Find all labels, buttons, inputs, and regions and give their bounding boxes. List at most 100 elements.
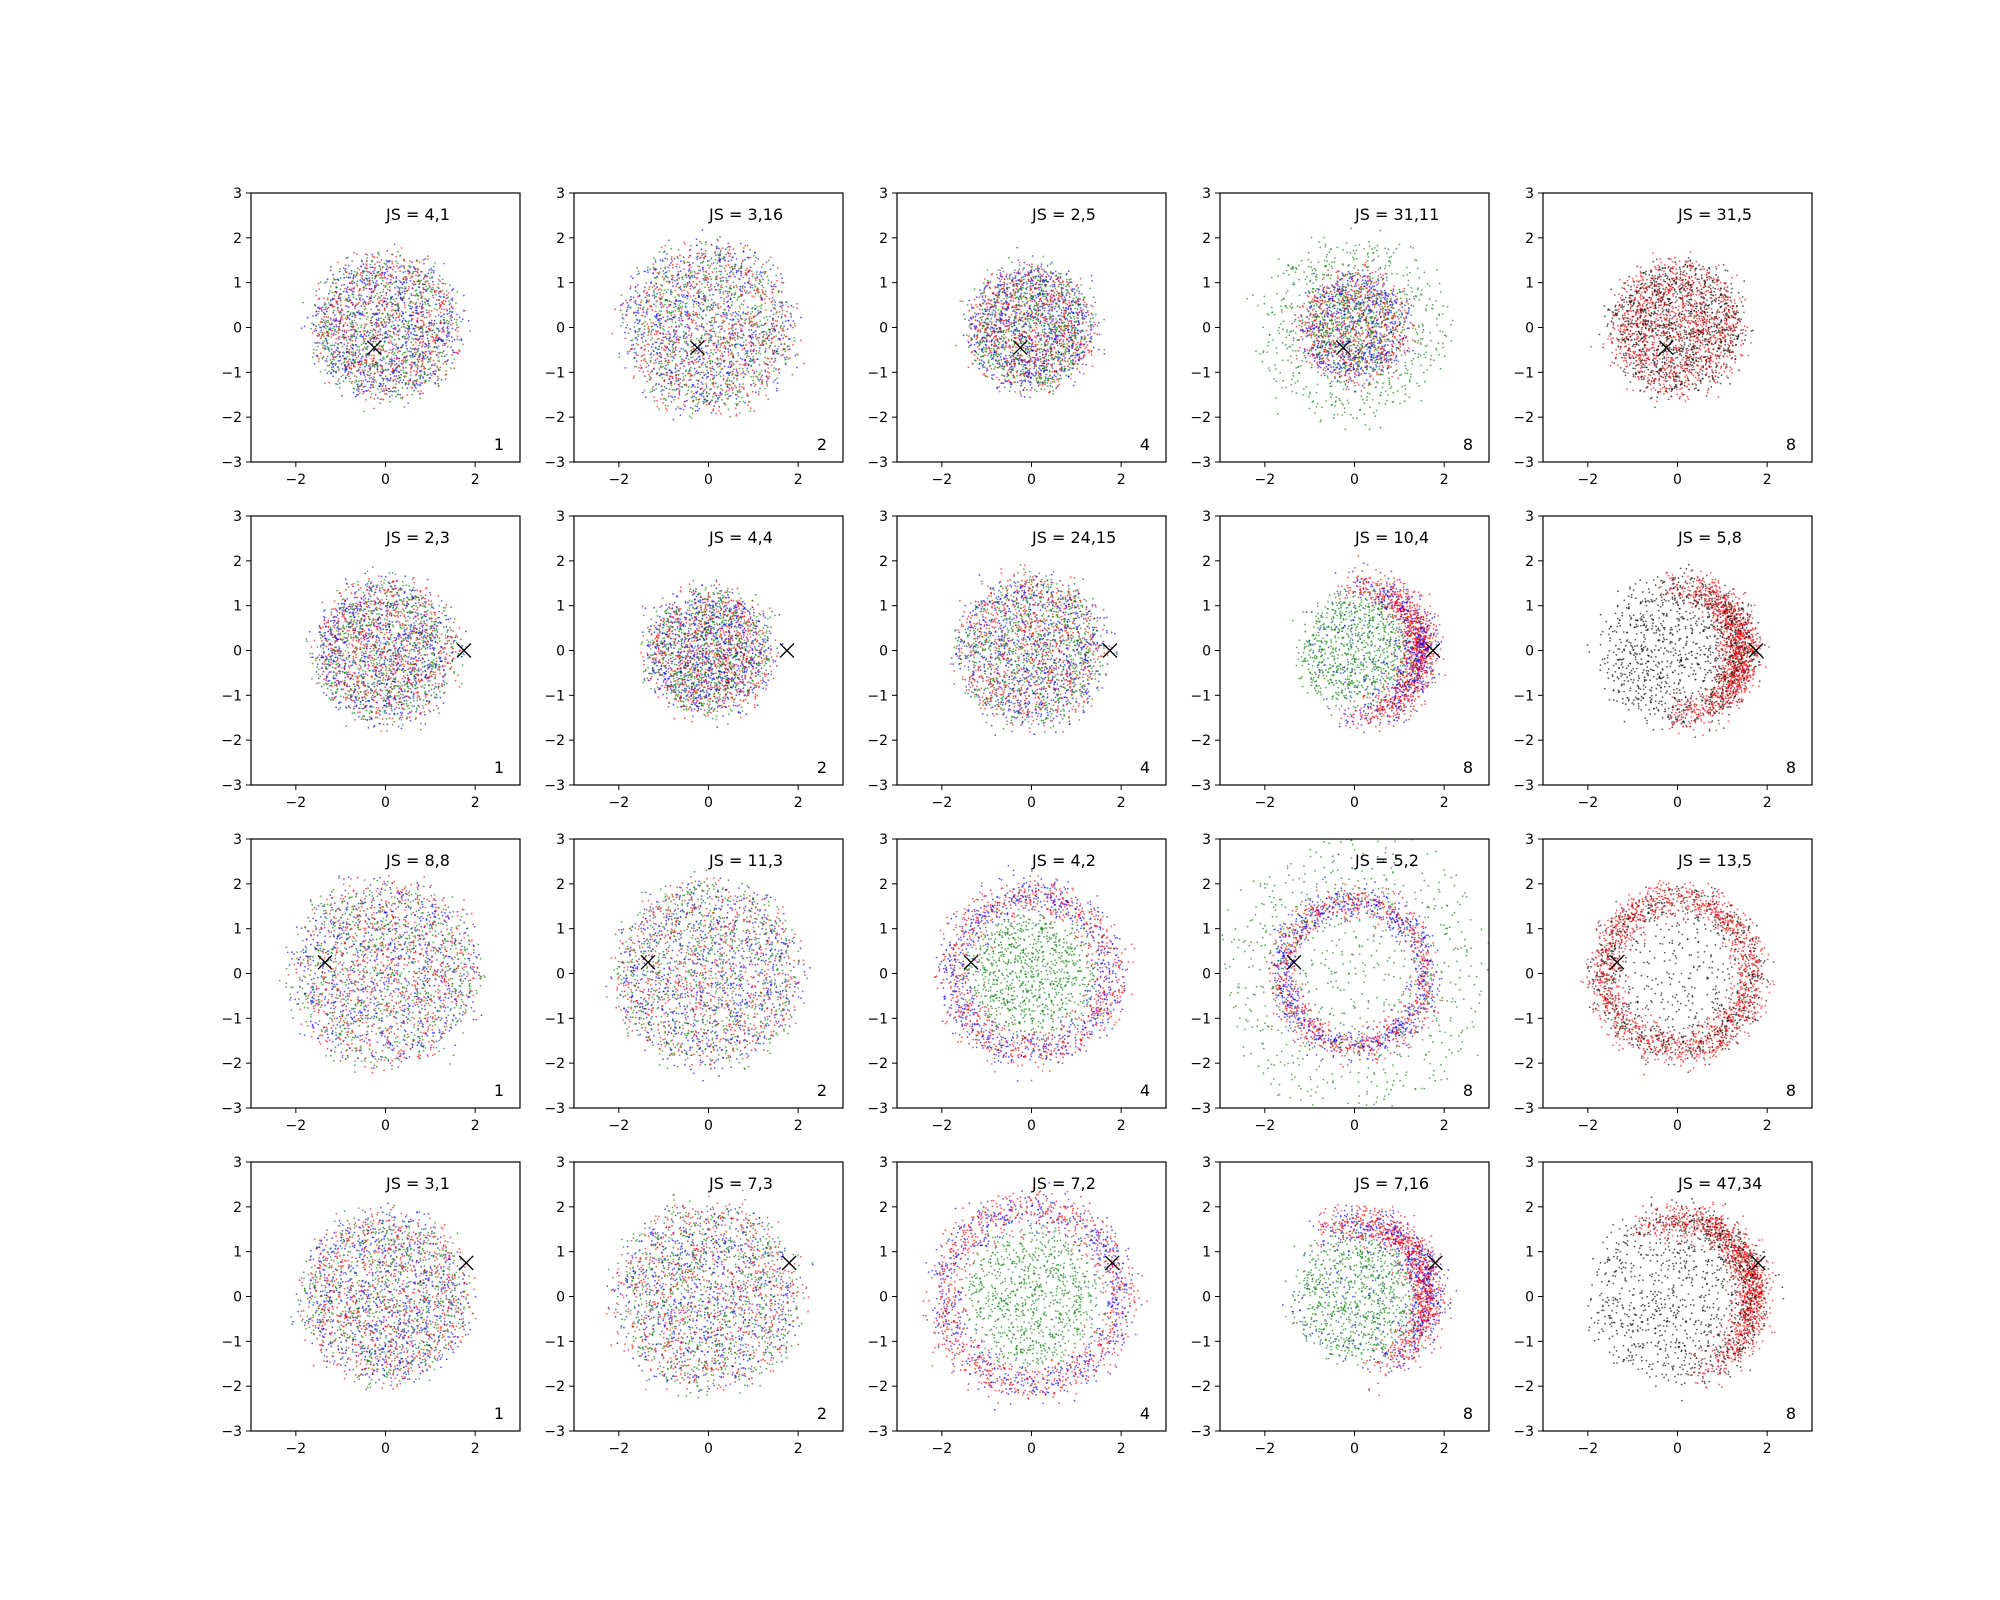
scatter-point — [752, 355, 754, 358]
scatter-point — [687, 256, 690, 259]
scatter-point — [754, 344, 757, 347]
scatter-point — [658, 314, 660, 317]
scatter-point — [727, 348, 729, 350]
scatter-point — [344, 287, 346, 290]
scatter-point — [734, 328, 737, 331]
scatter-point — [406, 289, 409, 292]
scatter-point — [425, 311, 428, 314]
scatter-point — [762, 291, 765, 293]
scatter-point — [391, 343, 394, 346]
scatter-point — [712, 344, 715, 347]
scatter-point — [748, 360, 751, 363]
scatter-point — [758, 380, 761, 382]
scatter-point — [775, 387, 778, 390]
scatter-point — [763, 298, 766, 300]
scatter-point — [369, 266, 372, 269]
scatter-point — [355, 376, 358, 378]
scatter-point — [390, 351, 393, 354]
scatter-point — [364, 323, 366, 326]
scatter-point — [350, 328, 352, 331]
scatter-point — [381, 279, 384, 282]
scatter-point — [741, 260, 744, 263]
scatter-point — [711, 360, 714, 363]
scatter-point — [663, 367, 666, 369]
scatter-point — [360, 362, 363, 364]
scatter-point — [435, 293, 437, 296]
scatter-point — [660, 310, 663, 312]
scatter-point — [611, 332, 614, 335]
scatter-point — [424, 343, 427, 345]
scatter-point — [443, 316, 445, 319]
scatter-point — [722, 293, 725, 295]
scatter-point — [698, 291, 701, 294]
scatter-point — [648, 285, 651, 288]
scatter-point — [660, 353, 662, 356]
scatter-point — [644, 339, 647, 342]
scatter-point — [736, 318, 739, 320]
scatter-point — [729, 306, 732, 309]
scatter-point — [354, 329, 357, 332]
scatter-point — [769, 361, 771, 363]
scatter-point — [426, 374, 428, 377]
scatter-point — [700, 262, 702, 264]
scatter-point — [394, 271, 397, 273]
scatter-point — [674, 366, 677, 368]
scatter-point — [757, 288, 759, 291]
scatter-point — [451, 297, 454, 299]
scatter-point — [431, 294, 434, 297]
scatter-point — [659, 301, 662, 304]
scatter-point — [763, 339, 765, 342]
scatter-point — [692, 262, 694, 264]
scatter-point — [368, 331, 371, 334]
scatter-point — [746, 350, 749, 352]
scatter-point — [678, 304, 681, 307]
scatter-point — [361, 369, 364, 371]
scatter-point — [671, 396, 674, 399]
scatter-point — [701, 354, 704, 357]
scatter-point — [376, 364, 379, 367]
scatter-point — [429, 345, 431, 348]
scatter-point — [364, 369, 366, 372]
scatter-point — [729, 266, 732, 269]
scatter-point — [716, 262, 719, 265]
scatter-point — [347, 264, 350, 267]
scatter-point — [396, 302, 399, 305]
scatter-point — [712, 409, 715, 412]
scatter-point — [672, 310, 674, 313]
scatter-point — [731, 387, 734, 389]
scatter-point — [706, 361, 709, 364]
scatter-point — [710, 411, 713, 414]
scatter-point — [689, 244, 692, 247]
scatter-point — [395, 375, 398, 377]
scatter-point — [710, 316, 713, 319]
scatter-point — [692, 361, 695, 364]
scatter-point — [718, 289, 720, 291]
scatter-point — [396, 330, 399, 333]
scatter-point — [665, 333, 668, 336]
scatter-point — [373, 289, 375, 292]
scatter-point — [783, 343, 786, 345]
scatter-point — [347, 256, 349, 259]
scatter-point — [411, 287, 414, 289]
scatter-point — [639, 304, 642, 306]
scatter-point — [362, 410, 365, 413]
scatter-point — [418, 392, 421, 395]
scatter-point — [748, 277, 751, 280]
scatter-point — [397, 293, 400, 295]
scatter-point — [360, 333, 362, 336]
scatter-point — [716, 278, 718, 281]
scatter-point — [326, 334, 329, 337]
scatter-point — [328, 381, 331, 384]
scatter-point — [721, 257, 724, 260]
scatter-point — [652, 263, 655, 265]
scatter-point — [657, 330, 660, 333]
scatter-point — [385, 281, 388, 284]
scatter-point — [421, 308, 423, 310]
scatter-point — [428, 325, 430, 327]
scatter-point — [722, 360, 725, 363]
scatter-point — [358, 298, 361, 301]
scatter-point — [439, 304, 442, 307]
scatter-point — [660, 306, 663, 309]
scatter-point — [637, 333, 640, 336]
scatter-point — [441, 330, 443, 333]
